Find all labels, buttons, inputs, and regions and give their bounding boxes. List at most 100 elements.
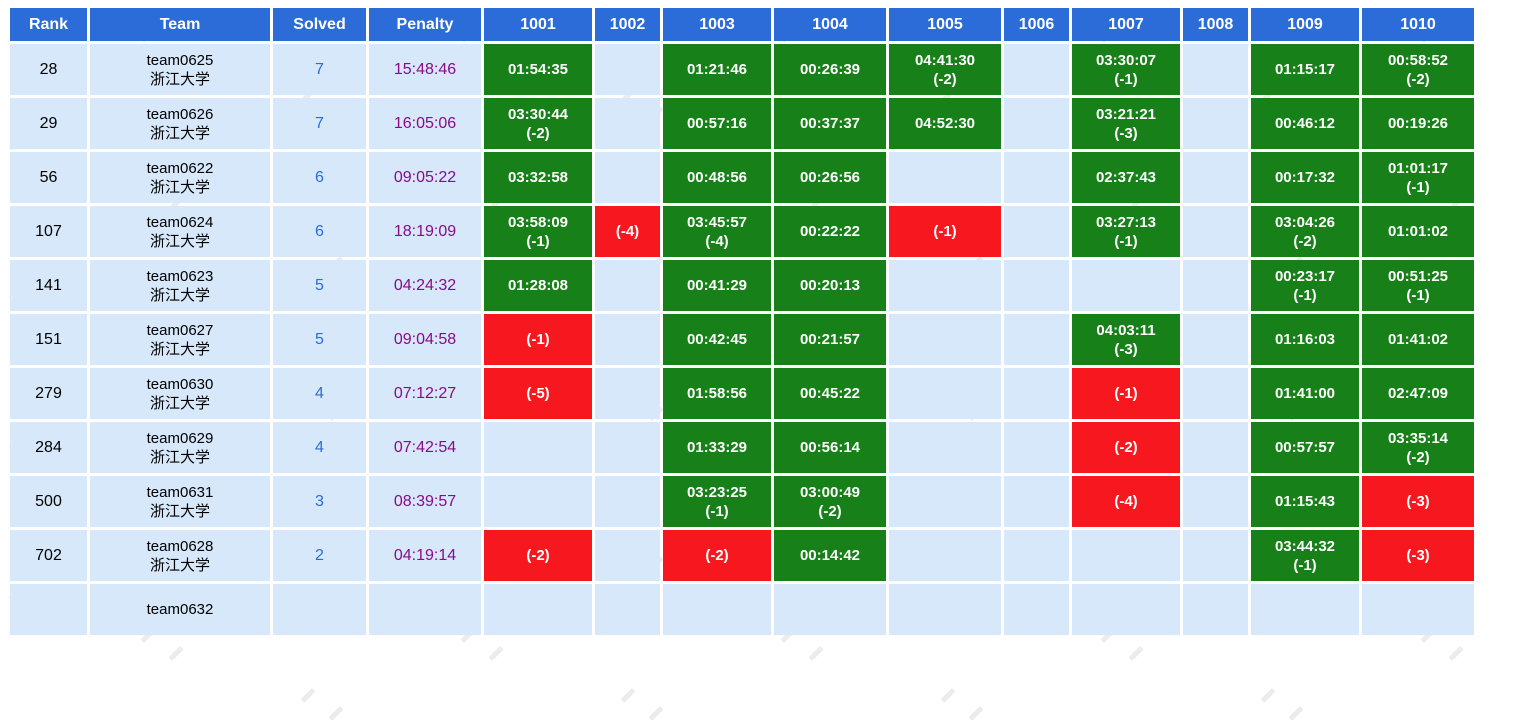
team-cell: team0624 浙江大学 bbox=[90, 206, 270, 257]
problem-result: 00:26:39 bbox=[774, 60, 886, 79]
problem-cell-1008 bbox=[1183, 422, 1248, 473]
solved-count: 4 bbox=[273, 368, 366, 419]
accept-time: 03:30:44 bbox=[507, 105, 569, 123]
problem-result: (-4) bbox=[595, 222, 660, 241]
problem-cell-1004 bbox=[774, 584, 886, 635]
accept-time: 00:41:29 bbox=[686, 277, 748, 294]
problem-cell-1009: 00:23:17 (-1) bbox=[1251, 260, 1359, 311]
team-cell: team0629 浙江大学 bbox=[90, 422, 270, 473]
problem-cell-1005: 04:41:30 (-2) bbox=[889, 44, 1001, 95]
penalty-time: 09:04:58 bbox=[369, 314, 481, 365]
problem-cell-1003: 03:45:57 (-4) bbox=[663, 206, 771, 257]
team-school: 浙江大学 bbox=[149, 394, 210, 412]
penalty-time: 04:24:32 bbox=[369, 260, 481, 311]
team-cell: team0625 浙江大学 bbox=[90, 44, 270, 95]
problem-result: (-4) bbox=[1072, 492, 1180, 511]
accept-time: 03:00:49 bbox=[799, 483, 861, 501]
accept-time: 02:37:43 bbox=[1095, 169, 1157, 186]
problem-result: 01:15:43 bbox=[1251, 492, 1359, 511]
wrong-tries: (-3) bbox=[1114, 124, 1138, 142]
problem-result: 04:52:30 bbox=[889, 114, 1001, 133]
team-school: 浙江大学 bbox=[149, 232, 210, 250]
problem-cell-1004: 00:45:22 bbox=[774, 368, 886, 419]
problem-cell-1008 bbox=[1183, 314, 1248, 365]
problem-result: (-3) bbox=[1362, 492, 1474, 511]
problem-result: 03:23:25 (-1) bbox=[663, 483, 771, 521]
problem-result: 02:37:43 bbox=[1072, 168, 1180, 187]
problem-cell-1003: 01:33:29 bbox=[663, 422, 771, 473]
problem-cell-1008 bbox=[1183, 530, 1248, 581]
accept-time: 00:17:32 bbox=[1274, 169, 1336, 186]
column-header-1010: 1010 bbox=[1362, 8, 1474, 41]
problem-cell-1006 bbox=[1004, 476, 1069, 527]
problem-result: (-1) bbox=[1072, 384, 1180, 403]
contest-standings-table: Rank Team Solved Penalty 1001 1002 1003 1004 100… bbox=[7, 5, 1477, 638]
team-cell: team0632 bbox=[90, 584, 270, 635]
problem-cell-1001 bbox=[484, 476, 592, 527]
problem-cell-1008 bbox=[1183, 98, 1248, 149]
wrong-tries: (-2) bbox=[1114, 439, 1138, 456]
problem-cell-1010: 00:58:52 (-2) bbox=[1362, 44, 1474, 95]
problem-cell-1006 bbox=[1004, 98, 1069, 149]
problem-result: 00:51:25 (-1) bbox=[1362, 267, 1474, 305]
accept-time: 00:26:39 bbox=[799, 61, 861, 78]
problem-cell-1004: 00:26:39 bbox=[774, 44, 886, 95]
problem-cell-1008 bbox=[1183, 260, 1248, 311]
column-header-penalty: Penalty bbox=[369, 8, 481, 41]
problem-cell-1010: 00:19:26 bbox=[1362, 98, 1474, 149]
problem-cell-1006 bbox=[1004, 206, 1069, 257]
accept-time: 00:19:26 bbox=[1387, 115, 1449, 132]
problem-cell-1003: 00:48:56 bbox=[663, 152, 771, 203]
accept-time: 03:23:25 bbox=[686, 483, 748, 501]
team-school: 浙江大学 bbox=[149, 556, 210, 574]
accept-time: 03:27:13 bbox=[1095, 213, 1157, 231]
accept-time: 00:57:57 bbox=[1274, 439, 1336, 456]
table-row: 141 team0623 浙江大学 5 04:24:32 01:28:08 00:41:29… bbox=[10, 260, 1474, 311]
team-school: 浙江大学 bbox=[149, 286, 210, 304]
problem-cell-1002 bbox=[595, 98, 660, 149]
problem-cell-1010: 03:35:14 (-2) bbox=[1362, 422, 1474, 473]
problem-result: 01:16:03 bbox=[1251, 330, 1359, 349]
accept-time: 03:44:32 bbox=[1274, 537, 1336, 555]
wrong-tries: (-1) bbox=[1114, 70, 1138, 88]
problem-cell-1008 bbox=[1183, 476, 1248, 527]
problem-cell-1007: 02:37:43 bbox=[1072, 152, 1180, 203]
accept-time: 00:46:12 bbox=[1274, 115, 1336, 132]
team-cell: team0627 浙江大学 bbox=[90, 314, 270, 365]
problem-cell-1002 bbox=[595, 152, 660, 203]
problem-cell-1006 bbox=[1004, 314, 1069, 365]
problem-result: 03:44:32 (-1) bbox=[1251, 537, 1359, 575]
problem-result: 03:21:21 (-3) bbox=[1072, 105, 1180, 143]
team-id: team0623 bbox=[146, 267, 214, 285]
problem-cell-1007 bbox=[1072, 530, 1180, 581]
problem-cell-1002 bbox=[595, 476, 660, 527]
problem-cell-1010: 01:01:02 bbox=[1362, 206, 1474, 257]
problem-result: 00:26:56 bbox=[774, 168, 886, 187]
problem-cell-1003 bbox=[663, 584, 771, 635]
wrong-tries: (-1) bbox=[526, 232, 550, 250]
accept-time: 04:03:11 bbox=[1096, 321, 1156, 339]
problem-result: 01:54:35 bbox=[484, 60, 592, 79]
problem-cell-1004: 00:22:22 bbox=[774, 206, 886, 257]
problem-cell-1005 bbox=[889, 530, 1001, 581]
accept-time: 00:57:16 bbox=[686, 115, 748, 132]
accept-time: 00:51:25 bbox=[1387, 267, 1449, 285]
problem-result: 00:46:12 bbox=[1251, 114, 1359, 133]
problem-result: 03:30:07 (-1) bbox=[1072, 51, 1180, 89]
accept-time: 00:58:52 bbox=[1387, 51, 1449, 69]
accept-time: 01:01:02 bbox=[1387, 223, 1449, 240]
problem-result: 00:22:22 bbox=[774, 222, 886, 241]
problem-cell-1003: 00:41:29 bbox=[663, 260, 771, 311]
problem-cell-1004: 00:20:13 bbox=[774, 260, 886, 311]
problem-cell-1003: 03:23:25 (-1) bbox=[663, 476, 771, 527]
team-cell: team0628 浙江大学 bbox=[90, 530, 270, 581]
rank-cell: 28 bbox=[10, 44, 87, 95]
wrong-tries: (-1) bbox=[1406, 286, 1430, 304]
team-id: team0629 bbox=[146, 429, 214, 447]
problem-cell-1007: (-2) bbox=[1072, 422, 1180, 473]
accept-time: 03:04:26 bbox=[1274, 213, 1336, 231]
solved-count: 5 bbox=[273, 314, 366, 365]
team-school: 浙江大学 bbox=[149, 70, 210, 88]
accept-time: 04:41:30 bbox=[914, 51, 976, 69]
table-row: 279 team0630 浙江大学 4 07:12:27 (-5) 01:58:56 00:4… bbox=[10, 368, 1474, 419]
